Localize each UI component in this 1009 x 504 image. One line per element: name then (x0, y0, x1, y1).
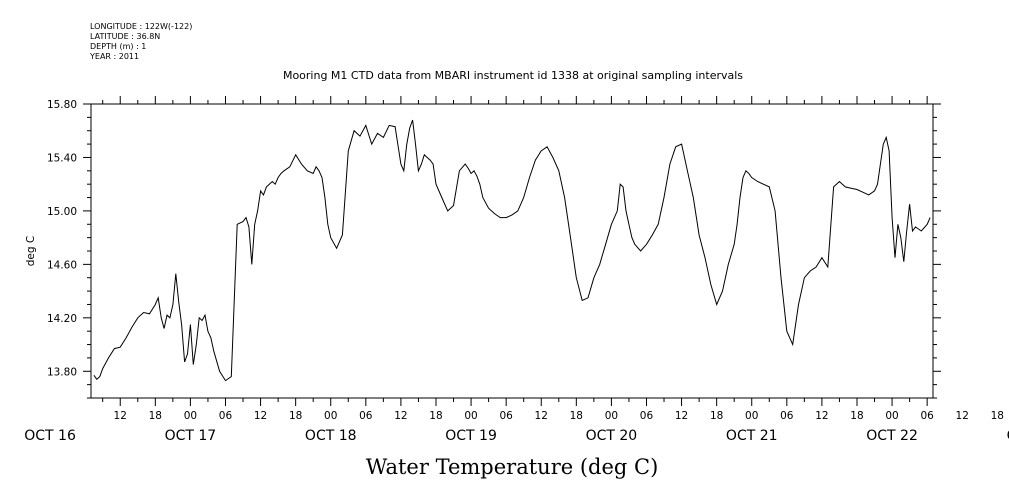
x-hour-tick-label: 00 (745, 410, 758, 422)
x-hour-tick-label: 12 (815, 410, 828, 422)
y-tick-label: 14.60 (47, 259, 77, 271)
x-day-label: OCT 20 (586, 428, 638, 444)
x-hour-tick-label: 06 (219, 410, 233, 422)
x-hour-tick-label: 06 (499, 410, 513, 422)
metadata-block: LONGITUDE : 122W(-122) LATITUDE : 36.8N … (90, 22, 192, 62)
x-hour-tick-label: 00 (605, 410, 618, 422)
x-hour-tick-label: 12 (956, 410, 969, 422)
plot-frame (90, 103, 934, 399)
longitude-text: LONGITUDE : 122W(-122) (90, 22, 193, 31)
y-axis-label: deg C (25, 236, 37, 266)
x-day-label: OCT 23 (1007, 428, 1009, 444)
x-hour-tick-label: 18 (289, 410, 302, 422)
x-hour-tick-label: 18 (570, 410, 583, 422)
x-hour-tick-label: 06 (640, 410, 654, 422)
x-hour-tick-label: 06 (920, 410, 934, 422)
x-day-label: OCT 16 (24, 428, 76, 444)
x-hour-tick-label: 18 (850, 410, 863, 422)
x-day-label: OCT 21 (726, 428, 778, 444)
latitude-text: LATITUDE : 36.8N (90, 32, 161, 41)
y-tick-label: 14.20 (47, 313, 77, 325)
x-day-label: OCT 18 (305, 428, 357, 444)
year-text: YEAR : 2011 (90, 52, 140, 61)
x-axis-label: Water Temperature (deg C) (366, 455, 659, 479)
y-tick-label: 15.40 (47, 152, 77, 164)
x-hour-tick-label: 00 (184, 410, 197, 422)
x-hour-tick-label: 18 (710, 410, 723, 422)
x-hour-tick-label: 12 (114, 410, 127, 422)
x-hour-tick-label: 00 (885, 410, 898, 422)
x-hour-tick-label: 00 (324, 410, 337, 422)
series-line (93, 119, 931, 382)
x-hour-tick-label: 00 (464, 410, 477, 422)
x-hour-tick-label: 12 (675, 410, 688, 422)
x-hour-tick-label: 12 (394, 410, 407, 422)
x-day-label: OCT 17 (165, 428, 217, 444)
x-day-label: OCT 19 (445, 428, 497, 444)
x-hour-tick-label: 18 (991, 410, 1004, 422)
x-day-label: OCT 22 (866, 428, 918, 444)
x-hour-tick-label: 18 (429, 410, 442, 422)
x-hour-tick-label: 12 (254, 410, 267, 422)
depth-text: DEPTH (m) : 1 (90, 42, 147, 51)
x-hour-tick-label: 06 (359, 410, 373, 422)
chart-title: Mooring M1 CTD data from MBARI instrumen… (283, 69, 743, 82)
y-tick-label: 15.00 (47, 206, 77, 218)
y-tick-label: 15.80 (47, 99, 77, 111)
y-tick-label: 13.80 (47, 366, 77, 378)
x-hour-tick-label: 06 (780, 410, 794, 422)
x-hour-tick-label: 12 (535, 410, 548, 422)
x-hour-tick-label: 18 (149, 410, 162, 422)
